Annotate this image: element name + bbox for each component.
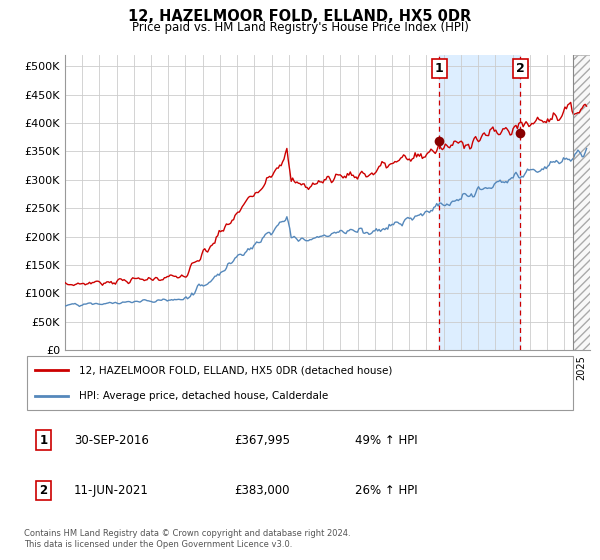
Bar	[439, 55, 520, 350]
Text: £367,995: £367,995	[234, 433, 290, 447]
Text: £383,000: £383,000	[234, 484, 289, 497]
Text: 12, HAZELMOOR FOLD, ELLAND, HX5 0DR (detached house): 12, HAZELMOOR FOLD, ELLAND, HX5 0DR (det…	[79, 365, 392, 375]
Text: 2: 2	[516, 62, 524, 75]
Bar	[573, 55, 590, 350]
Text: 49% ↑ HPI: 49% ↑ HPI	[355, 433, 418, 447]
Text: 11-JUN-2021: 11-JUN-2021	[74, 484, 149, 497]
Text: 26% ↑ HPI: 26% ↑ HPI	[355, 484, 418, 497]
Text: 12, HAZELMOOR FOLD, ELLAND, HX5 0DR: 12, HAZELMOOR FOLD, ELLAND, HX5 0DR	[128, 9, 472, 24]
Text: 1: 1	[39, 433, 47, 447]
Text: Price paid vs. HM Land Registry's House Price Index (HPI): Price paid vs. HM Land Registry's House …	[131, 21, 469, 34]
Text: 2: 2	[39, 484, 47, 497]
Text: 1: 1	[435, 62, 444, 75]
Text: 30-SEP-2016: 30-SEP-2016	[74, 433, 149, 447]
Text: HPI: Average price, detached house, Calderdale: HPI: Average price, detached house, Cald…	[79, 391, 328, 401]
FancyBboxPatch shape	[27, 356, 573, 410]
Text: Contains HM Land Registry data © Crown copyright and database right 2024.
This d: Contains HM Land Registry data © Crown c…	[24, 529, 350, 549]
